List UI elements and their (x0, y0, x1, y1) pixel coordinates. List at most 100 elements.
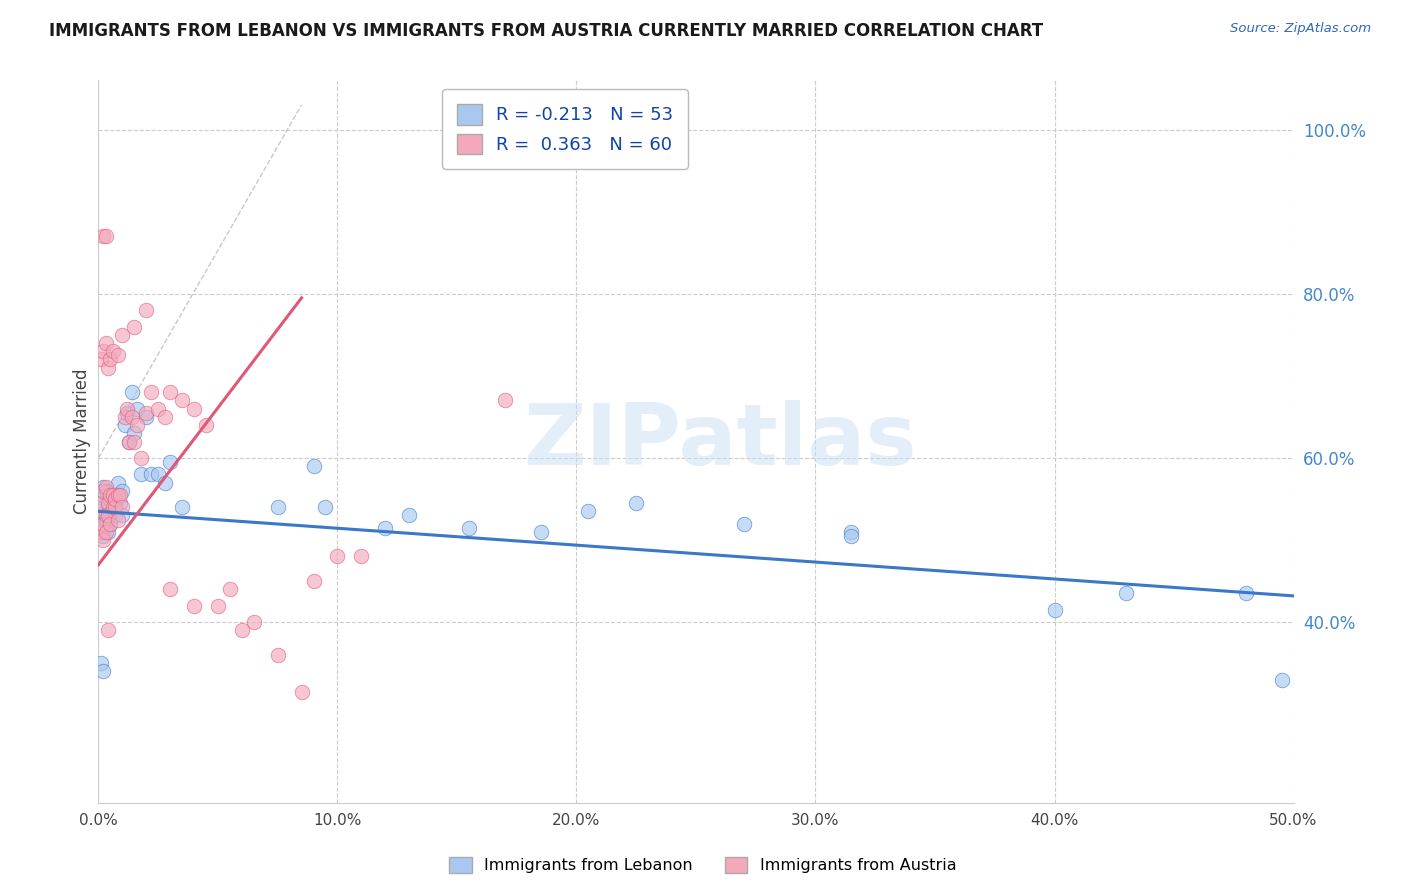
Point (97, 508, 120, 523)
Point (107, 475, 129, 490)
Point (94, 508, 117, 523)
Point (107, 488, 129, 502)
Point (101, 500, 124, 515)
Legend: R = -0.213   N = 53, R =  0.363   N = 60: R = -0.213 N = 53, R = 0.363 N = 60 (441, 89, 688, 169)
Point (1234, 586, 1257, 600)
Point (291, 685, 314, 699)
Point (118, 434, 141, 449)
Point (98, 516, 122, 531)
Point (98, 352, 122, 367)
Point (841, 529, 863, 543)
Point (121, 385, 143, 400)
Point (183, 599, 205, 613)
Point (108, 496, 131, 510)
Point (374, 521, 396, 535)
Point (104, 491, 127, 506)
Point (91, 480, 114, 494)
Point (121, 409, 143, 424)
Point (135, 406, 157, 420)
Point (97, 500, 120, 515)
Point (172, 500, 194, 515)
Point (98, 491, 122, 506)
Point (131, 450, 153, 465)
Y-axis label: Currently Married: Currently Married (73, 368, 91, 515)
Point (98, 508, 122, 523)
Point (124, 426, 146, 441)
Point (91, 344, 114, 359)
Point (159, 582, 181, 597)
Point (90, 504, 112, 518)
Point (101, 500, 124, 515)
Point (530, 524, 553, 539)
Point (97, 496, 120, 510)
Legend: Immigrants from Lebanon, Immigrants from Austria: Immigrants from Lebanon, Immigrants from… (443, 850, 963, 880)
Point (115, 401, 138, 416)
Point (91, 529, 114, 543)
Point (183, 401, 205, 416)
Point (94, 516, 117, 531)
Point (111, 500, 134, 515)
Point (1115, 586, 1137, 600)
Point (315, 500, 337, 515)
Point (108, 488, 131, 502)
Text: Source: ZipAtlas.com: Source: ZipAtlas.com (1230, 22, 1371, 36)
Point (107, 348, 129, 362)
Point (155, 409, 177, 424)
Point (90, 496, 112, 510)
Point (195, 418, 218, 433)
Point (139, 467, 162, 482)
Point (104, 500, 127, 515)
Point (97, 360, 120, 375)
Point (101, 488, 124, 502)
Point (111, 483, 134, 498)
Point (302, 459, 325, 474)
Point (626, 496, 648, 510)
Point (841, 524, 863, 539)
Point (91, 665, 114, 679)
Point (107, 512, 129, 526)
Point (148, 401, 170, 416)
Point (124, 319, 146, 334)
Point (159, 455, 181, 469)
Point (98, 516, 122, 531)
Point (326, 549, 349, 564)
Point (148, 467, 170, 482)
Point (101, 344, 124, 359)
Point (91, 516, 114, 531)
Point (91, 483, 114, 498)
Point (733, 516, 755, 531)
Point (115, 406, 138, 420)
Point (1043, 603, 1066, 617)
Point (1271, 673, 1294, 687)
Point (94, 229, 117, 244)
Point (94, 483, 117, 498)
Point (107, 488, 129, 502)
Text: IMMIGRANTS FROM LEBANON VS IMMIGRANTS FROM AUSTRIA CURRENTLY MARRIED CORRELATION: IMMIGRANTS FROM LEBANON VS IMMIGRANTS FR… (49, 22, 1043, 40)
Point (139, 385, 162, 400)
Point (98, 488, 122, 502)
Point (111, 327, 134, 342)
Point (90, 352, 112, 367)
Point (91, 229, 114, 244)
Point (267, 500, 290, 515)
Point (90, 657, 112, 671)
Point (114, 418, 136, 433)
Point (97, 524, 120, 539)
Point (207, 599, 229, 613)
Point (302, 574, 325, 588)
Point (494, 393, 516, 408)
Point (267, 648, 290, 662)
Point (125, 401, 148, 416)
Point (104, 508, 127, 523)
Point (578, 504, 600, 518)
Point (398, 508, 420, 523)
Point (124, 434, 146, 449)
Text: ZIPatlas: ZIPatlas (523, 400, 917, 483)
Point (90, 524, 112, 539)
Point (94, 336, 117, 351)
Point (111, 508, 134, 523)
Point (172, 393, 194, 408)
Point (243, 615, 266, 630)
Point (125, 418, 148, 433)
Point (94, 480, 117, 494)
